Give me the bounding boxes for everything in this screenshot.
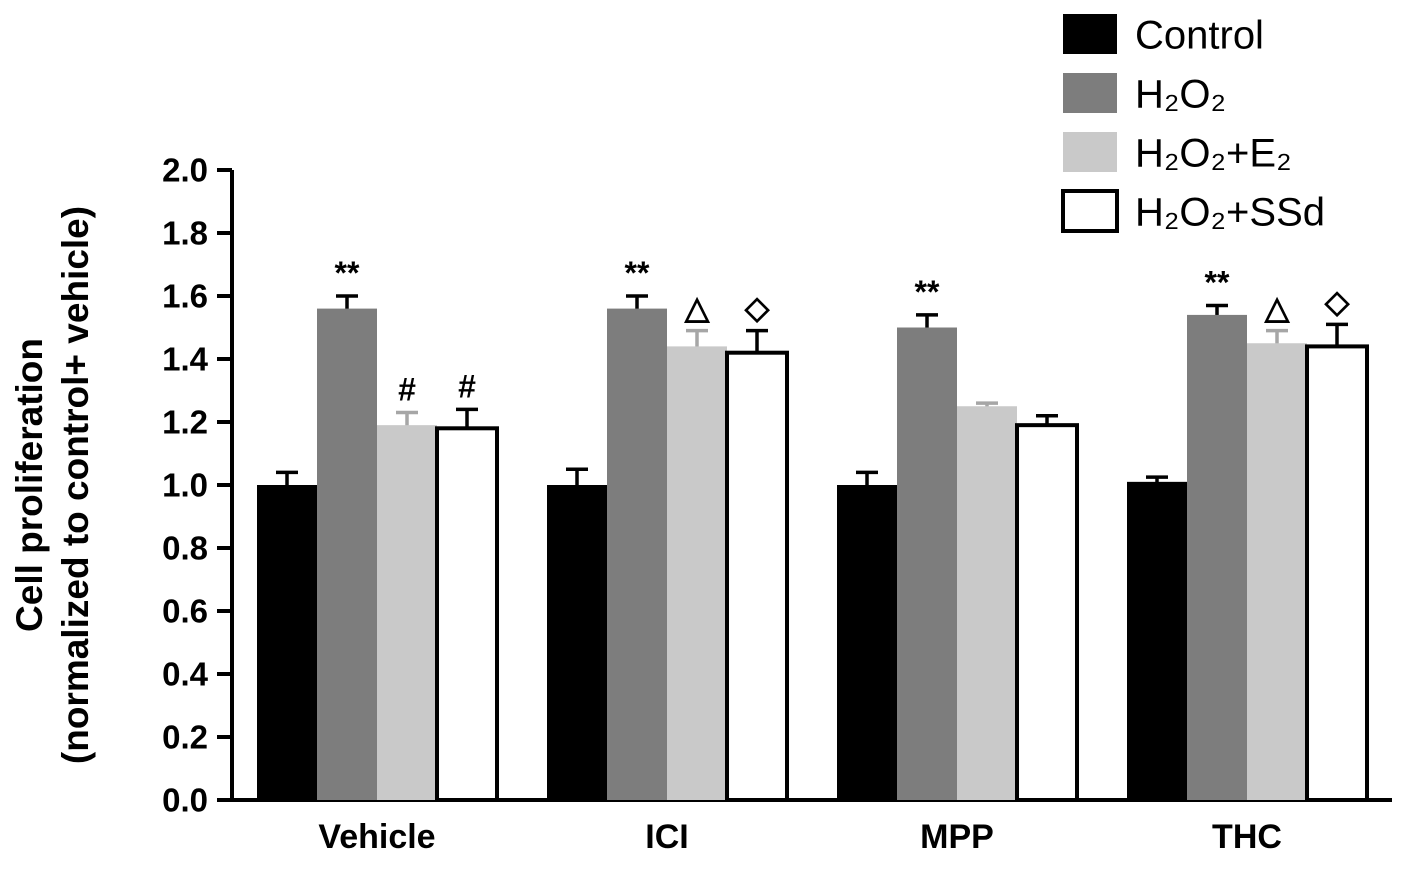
- bar: [667, 346, 727, 800]
- bar: [547, 485, 607, 800]
- y-tick-label: 1.4: [162, 341, 209, 378]
- legend-label: Control: [1135, 13, 1264, 57]
- significance-marker: **: [335, 255, 360, 291]
- significance-marker: **: [1205, 264, 1230, 300]
- y-tick-label: 1.8: [162, 215, 208, 252]
- y-axis-label-line1: Cell proliferation: [9, 338, 50, 632]
- significance-marker: #: [458, 368, 476, 404]
- bar: [837, 485, 897, 800]
- legend-swatch: [1063, 73, 1117, 113]
- y-tick-label: 0.8: [162, 530, 208, 567]
- y-tick-label: 0.2: [162, 719, 208, 756]
- x-category-label: THC: [1212, 818, 1282, 856]
- bar: [257, 485, 317, 800]
- x-category-label: MPP: [920, 818, 994, 856]
- bar: [435, 426, 499, 802]
- bar: [377, 425, 437, 800]
- bar: [1247, 343, 1307, 800]
- bar: [725, 350, 789, 802]
- legend-swatch: [1063, 14, 1117, 54]
- legend-label: H₂O₂+E₂: [1135, 131, 1292, 175]
- significance-marker: △: [684, 290, 711, 326]
- y-tick-label: 1.0: [162, 467, 208, 504]
- x-category-label: ICI: [645, 818, 688, 856]
- significance-marker: **: [915, 274, 940, 310]
- bar: [1187, 314, 1247, 800]
- y-tick-label: 0.6: [162, 593, 208, 630]
- significance-marker: ◇: [1324, 283, 1351, 319]
- y-axis-label-line2: (normalized to control+ vehicle): [55, 206, 96, 764]
- y-tick-label: 1.6: [162, 278, 208, 315]
- legend-swatch: [1063, 132, 1117, 172]
- bar: [1015, 423, 1079, 802]
- bar: [607, 308, 667, 800]
- y-tick-label: 0.4: [162, 656, 209, 693]
- y-tick-label: 0.0: [162, 782, 208, 819]
- y-tick-label: 1.2: [162, 404, 208, 441]
- bar: [1127, 481, 1187, 800]
- legend-swatch: [1061, 189, 1119, 233]
- bar: [897, 327, 957, 800]
- significance-marker: ◇: [744, 290, 771, 326]
- bar: [1305, 344, 1369, 802]
- bar: [317, 308, 377, 800]
- significance-marker: #: [398, 372, 416, 408]
- y-tick-label: 2.0: [162, 152, 208, 189]
- significance-marker: △: [1264, 290, 1291, 326]
- significance-marker: **: [625, 255, 650, 291]
- legend-label: H₂O₂+SSd: [1135, 190, 1325, 234]
- x-category-label: Vehicle: [318, 818, 435, 856]
- chart-content: 0.0 0.2 0.4 0.6 0.8 1.0 1.2 1.4 1.6 1.8 2.0 Vehicle…: [162, 13, 1392, 856]
- bar: [957, 406, 1017, 800]
- legend-label: H₂O₂: [1135, 72, 1226, 116]
